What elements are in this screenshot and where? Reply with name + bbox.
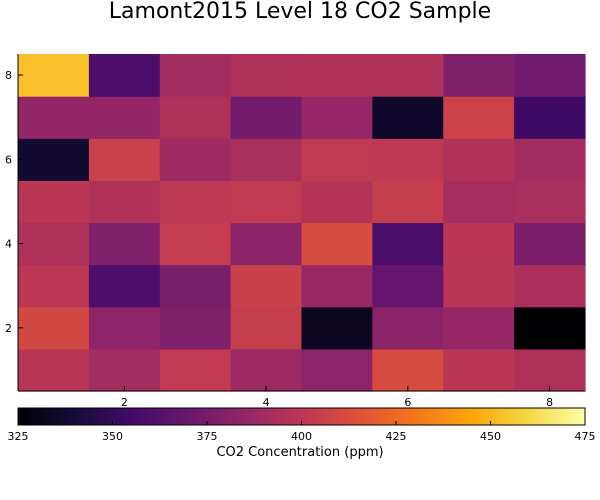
heatmap-cell-6-2: [372, 306, 444, 350]
heatmap-cell-3-5: [159, 180, 232, 224]
heatmap-cell-1-1: [18, 348, 90, 392]
heatmap-cell-1-3: [18, 264, 90, 308]
heatmap-cell-8-6: [514, 138, 586, 181]
heatmap-cell-3-7: [159, 96, 232, 139]
heatmap-cell-3-6: [159, 138, 232, 181]
heatmap-cell-6-6: [372, 138, 444, 181]
heatmap-cell-2-4: [88, 222, 161, 266]
heatmap-cell-3-2: [159, 306, 232, 350]
colorbar-tick-label: 325: [8, 430, 29, 443]
colorbar-tick-label: 375: [197, 430, 218, 443]
heatmap-cell-2-8: [88, 54, 161, 97]
heatmap-cell-5-7: [301, 96, 373, 139]
heatmap-cell-8-7: [514, 96, 586, 139]
heatmap-cell-2-2: [88, 306, 161, 350]
heatmap-cell-3-4: [159, 222, 232, 266]
heatmap-cell-3-1: [159, 348, 232, 392]
heatmap-cell-5-2: [301, 306, 373, 350]
heatmap-cell-4-6: [230, 138, 303, 181]
heatmap-cell-4-2: [230, 306, 303, 350]
heatmap-cell-5-1: [301, 348, 373, 392]
heatmap-cells: [18, 54, 586, 392]
chart-title: Lamont2015 Level 18 CO2 Sample: [108, 0, 492, 24]
y-tick-label: 6: [5, 153, 12, 166]
heatmap-cell-6-4: [372, 222, 444, 266]
y-tick-label: 4: [5, 238, 12, 251]
heatmap-cell-1-5: [18, 180, 90, 224]
heatmap-cell-4-3: [230, 264, 303, 308]
heatmap-cell-7-8: [443, 54, 515, 97]
heatmap-cell-2-5: [88, 180, 161, 224]
x-tick-label: 8: [546, 396, 553, 409]
heatmap-cell-7-7: [443, 96, 515, 139]
x-tick-label: 6: [404, 396, 411, 409]
colorbar-tick-label: 475: [575, 430, 596, 443]
heatmap-cell-7-2: [443, 306, 515, 350]
heatmap-cell-3-8: [159, 54, 232, 97]
heatmap-cell-2-7: [88, 96, 161, 139]
heatmap-cell-8-5: [514, 180, 586, 224]
heatmap-cell-1-4: [18, 222, 90, 266]
heatmap-cell-2-6: [88, 138, 161, 181]
heatmap-cell-1-8: [18, 54, 90, 97]
colorbar-tick-label: 400: [291, 430, 312, 443]
heatmap-cell-8-2: [514, 306, 586, 350]
heatmap-cell-1-2: [18, 306, 90, 350]
heatmap-cell-8-3: [514, 264, 586, 308]
x-tick-label: 2: [121, 396, 128, 409]
heatmap-cell-5-5: [301, 180, 373, 224]
heatmap-cell-7-4: [443, 222, 515, 266]
colorbar-tick-label: 350: [102, 430, 123, 443]
heatmap-cell-7-1: [443, 348, 515, 392]
heatmap-cell-6-5: [372, 180, 444, 224]
heatmap-cell-8-8: [514, 54, 586, 97]
heatmap-cell-5-6: [301, 138, 373, 181]
heatmap-cell-2-1: [88, 348, 161, 392]
heatmap-cell-6-7: [372, 96, 444, 139]
heatmap-cell-5-3: [301, 264, 373, 308]
heatmap-cell-6-3: [372, 264, 444, 308]
axes: 2 4 6 8 2 4 6 8: [5, 54, 585, 409]
heatmap-cell-8-4: [514, 222, 586, 266]
heatmap-cell-7-3: [443, 264, 515, 308]
heatmap-cell-7-5: [443, 180, 515, 224]
y-tick-label: 8: [5, 69, 12, 82]
heatmap-cell-6-1: [372, 348, 444, 392]
heatmap-cell-4-4: [230, 222, 303, 266]
x-tick-label: 4: [263, 396, 270, 409]
heatmap-cell-4-1: [230, 348, 303, 392]
heatmap-cell-8-1: [514, 348, 586, 392]
heatmap-cell-5-8: [301, 54, 373, 97]
heatmap-cell-1-7: [18, 96, 90, 139]
heatmap-cell-1-6: [18, 138, 90, 181]
colorbar-label: CO2 Concentration (ppm): [216, 445, 384, 460]
colorbar: 325 350 375 400 425 450 475: [8, 407, 596, 443]
y-tick-label: 2: [5, 322, 12, 335]
heatmap-cell-3-3: [159, 264, 232, 308]
heatmap-cell-5-4: [301, 222, 373, 266]
heatmap-cell-4-5: [230, 180, 303, 224]
heatmap-cell-2-3: [88, 264, 161, 308]
colorbar-tick-label: 450: [480, 430, 501, 443]
heatmap-cell-7-6: [443, 138, 515, 181]
heatmap-cell-6-8: [372, 54, 444, 97]
colorbar-tick-label: 425: [386, 430, 407, 443]
heatmap-cell-4-8: [230, 54, 303, 97]
heatmap-cell-4-7: [230, 96, 303, 139]
